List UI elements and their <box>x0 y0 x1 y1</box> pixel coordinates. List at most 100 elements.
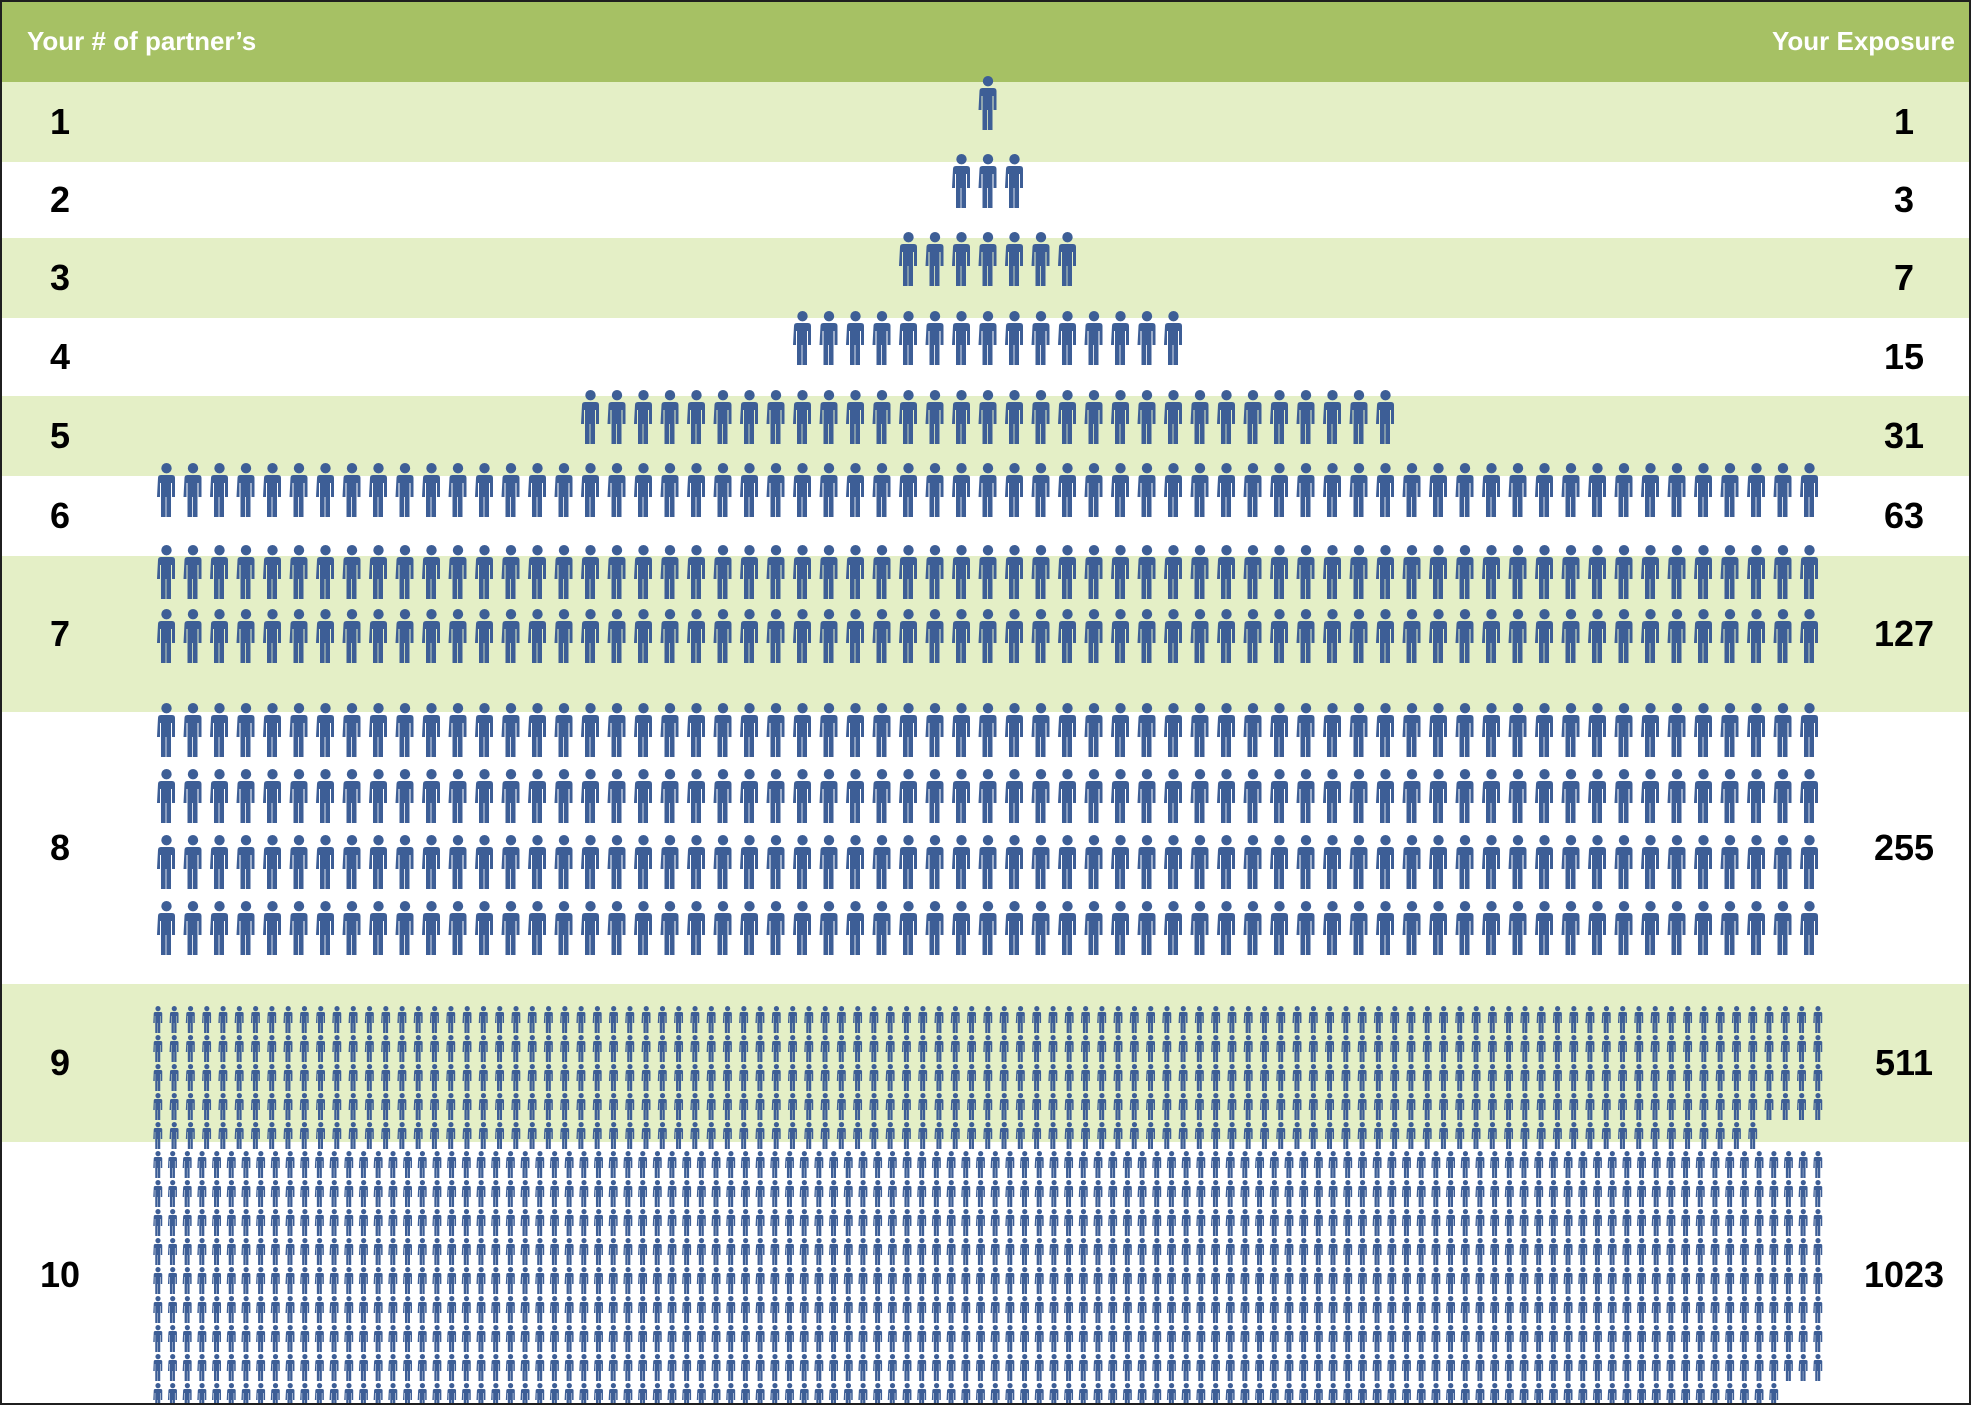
person-icon <box>872 834 891 889</box>
person-icon <box>713 834 732 889</box>
person-icon <box>1739 1383 1749 1403</box>
person-icon <box>429 1005 439 1033</box>
person-icon <box>1005 389 1023 444</box>
person-icon <box>241 1296 251 1323</box>
person-icon <box>520 1150 530 1178</box>
person-icon <box>1622 1354 1632 1381</box>
person-icon <box>1019 1325 1029 1352</box>
person-icon <box>395 609 414 663</box>
person-icon <box>917 1208 927 1236</box>
person-icon <box>299 1093 309 1120</box>
person-icon <box>766 389 785 444</box>
person-icon <box>1210 1179 1220 1207</box>
person-icon <box>713 389 732 444</box>
person-icon <box>1731 1122 1741 1149</box>
person-icon <box>1455 900 1474 955</box>
person-icon <box>1034 1237 1044 1265</box>
person-icon <box>1754 1354 1764 1381</box>
person-icon <box>843 1180 853 1207</box>
person-icon <box>1445 1325 1455 1352</box>
person-icon <box>263 609 281 663</box>
person-icon <box>1429 703 1447 757</box>
person-icon <box>1269 1354 1279 1381</box>
person-icon <box>1210 1383 1220 1403</box>
person-icon <box>1122 1238 1132 1265</box>
person-icon <box>1666 1266 1676 1294</box>
person-icon <box>1308 1093 1318 1120</box>
person-icon <box>1552 1092 1562 1120</box>
person-icon <box>1475 1238 1485 1265</box>
person-icon <box>209 463 228 517</box>
person-icon <box>185 1034 195 1062</box>
person-icon <box>1800 462 1818 517</box>
person-icon <box>1005 703 1023 757</box>
person-icon <box>1376 834 1394 889</box>
person-icon <box>625 1034 635 1062</box>
person-icon <box>1166 1266 1176 1294</box>
person-icon <box>289 834 308 889</box>
person-icon <box>1145 1121 1155 1149</box>
person-icon <box>342 901 361 955</box>
person-icon <box>784 1238 794 1265</box>
person-icon <box>1508 545 1527 599</box>
person-icon <box>1240 1296 1250 1323</box>
person-icon <box>608 1121 618 1149</box>
person-icon <box>814 1150 824 1178</box>
person-icon <box>990 1266 1000 1294</box>
person-icon <box>1748 1034 1758 1062</box>
person-icon <box>1078 1295 1088 1323</box>
person-icon <box>1313 1325 1323 1352</box>
person-icon <box>1164 462 1182 517</box>
person-icon <box>713 900 732 955</box>
person-icon <box>1255 1209 1265 1236</box>
person-icon <box>1636 1353 1646 1381</box>
person-icon <box>1064 1092 1074 1120</box>
person-icon <box>212 1209 222 1236</box>
person-icon <box>793 389 811 444</box>
person-icon <box>1152 1353 1162 1381</box>
person-icon <box>1227 1093 1237 1120</box>
person-icon <box>1164 389 1182 444</box>
person-figure-group <box>156 544 1818 663</box>
person-icon <box>846 389 864 444</box>
person-icon <box>961 1180 971 1207</box>
person-icon <box>1402 545 1421 599</box>
person-icon <box>819 389 838 444</box>
person-icon <box>1031 545 1050 599</box>
person-icon <box>901 1121 911 1149</box>
person-icon <box>713 769 732 823</box>
person-icon <box>153 1034 163 1062</box>
person-icon <box>1129 1122 1139 1149</box>
person-icon <box>1592 1325 1602 1352</box>
person-icon <box>660 389 679 444</box>
person-icon <box>1325 1121 1335 1149</box>
person-icon <box>902 1266 912 1294</box>
person-icon <box>999 1121 1009 1149</box>
person-icon <box>167 1353 177 1381</box>
person-icon <box>447 1266 457 1294</box>
person-icon <box>446 1063 456 1091</box>
person-icon <box>961 1295 971 1323</box>
person-icon <box>1798 1353 1808 1381</box>
person-icon <box>1005 1353 1015 1381</box>
person-icon <box>564 1266 574 1294</box>
person-icon <box>1504 1063 1514 1091</box>
person-icon <box>1534 1237 1544 1265</box>
person-icon <box>1666 1325 1676 1352</box>
person-icon <box>722 1034 732 1062</box>
person-icon <box>358 1180 368 1207</box>
person-icon <box>1270 545 1288 599</box>
person-icon <box>887 1295 897 1323</box>
person-icon <box>1695 1150 1705 1178</box>
person-icon <box>858 1208 868 1236</box>
person-icon <box>505 1150 515 1178</box>
person-icon <box>212 1180 222 1207</box>
person-icon <box>1504 1034 1514 1062</box>
person-icon <box>1780 1005 1790 1033</box>
person-icon <box>1754 1325 1764 1352</box>
person-icon <box>1181 1324 1191 1352</box>
person-icon <box>1683 1121 1693 1149</box>
person-icon <box>1773 900 1792 955</box>
person-icon <box>1614 703 1633 757</box>
person-icon <box>784 1325 794 1352</box>
